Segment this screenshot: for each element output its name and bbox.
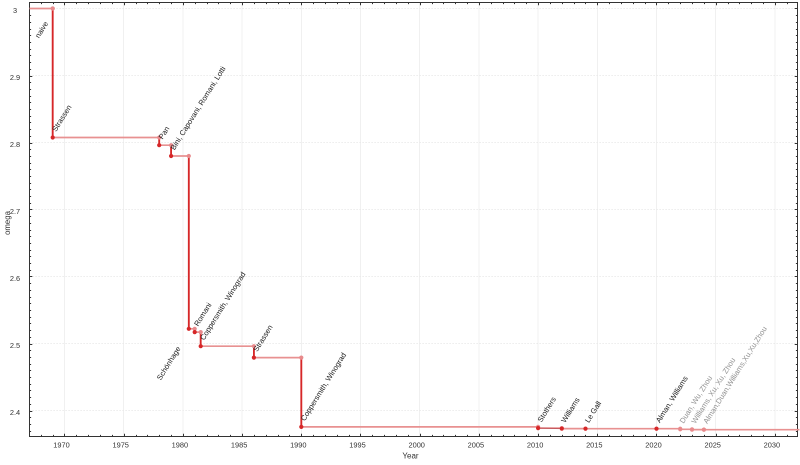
svg-text:2015: 2015 [586,441,602,450]
svg-text:1985: 1985 [231,441,247,450]
svg-text:2.9: 2.9 [10,73,20,82]
svg-text:2030: 2030 [764,441,780,450]
svg-text:2000: 2000 [408,441,424,450]
svg-text:2005: 2005 [468,441,484,450]
svg-text:Year: Year [402,452,419,461]
svg-text:2.4: 2.4 [10,408,20,417]
svg-text:2.7: 2.7 [10,207,20,216]
svg-text:3: 3 [13,6,17,15]
svg-text:2.8: 2.8 [10,140,20,149]
svg-text:1970: 1970 [53,441,69,450]
svg-text:2010: 2010 [527,441,543,450]
svg-text:1990: 1990 [290,441,306,450]
svg-text:2.5: 2.5 [10,341,20,350]
svg-text:1975: 1975 [112,441,128,450]
svg-text:2.6: 2.6 [10,274,20,283]
svg-text:omega: omega [3,210,12,235]
svg-text:1980: 1980 [172,441,188,450]
svg-text:1995: 1995 [349,441,365,450]
svg-text:2025: 2025 [704,441,720,450]
svg-text:2020: 2020 [645,441,661,450]
